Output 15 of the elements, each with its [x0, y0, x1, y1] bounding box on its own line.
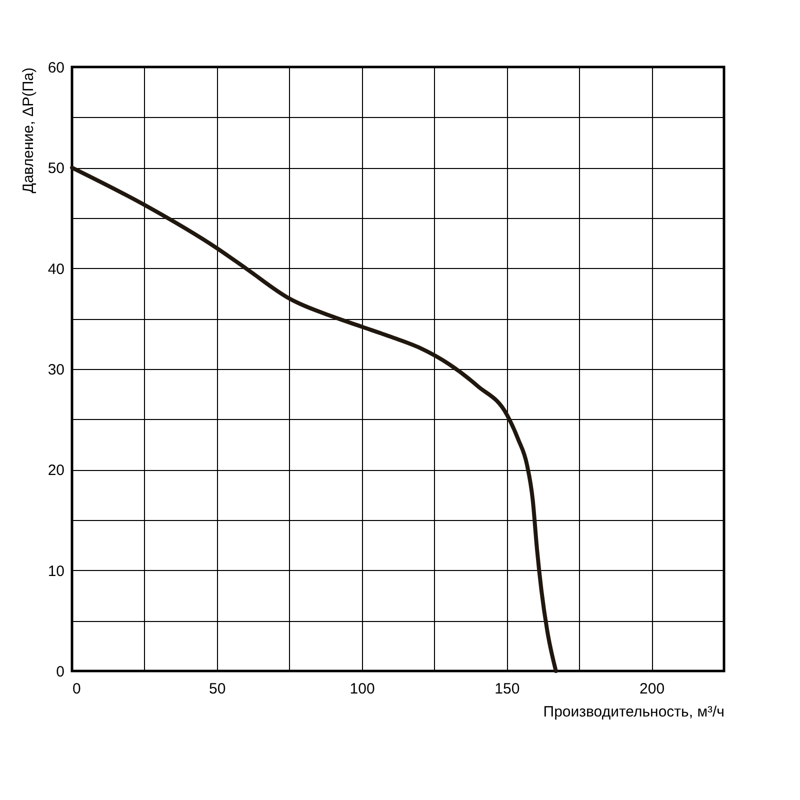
x-tick-label: 0 — [72, 680, 81, 698]
x-tick-label: 50 — [209, 680, 226, 698]
x-axis-title: Производительность, м³/ч — [543, 704, 724, 720]
y-axis-title: Давление, ΔP(Па) — [20, 68, 37, 194]
x-tick-label: 200 — [640, 680, 665, 698]
x-tick-label: 150 — [494, 680, 520, 698]
y-tick-label: 0 — [56, 664, 64, 680]
y-tick-label: 20 — [48, 462, 64, 480]
y-tick-label: 60 — [48, 60, 64, 76]
x-tick-label: 100 — [350, 680, 375, 698]
y-tick-label: 50 — [48, 160, 64, 178]
y-tick-label: 30 — [48, 362, 64, 378]
y-tick-label: 10 — [48, 562, 64, 580]
line-series — [70, 166, 558, 673]
y-tick-label: 40 — [48, 260, 64, 278]
